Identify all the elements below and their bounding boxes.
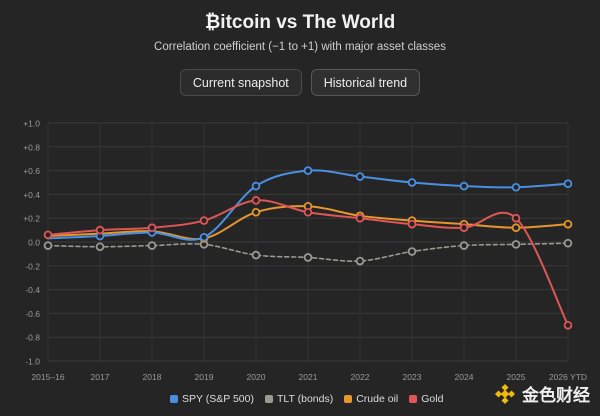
legend-label-spy: SPY (S&P 500) bbox=[182, 393, 254, 405]
data-point-tlt-bonds bbox=[355, 256, 365, 266]
x-tick-label: 2026 YTD bbox=[549, 372, 587, 382]
watermark-text: 金色财经 bbox=[522, 386, 590, 405]
legend-item-crude-oil[interactable]: Crude oil bbox=[344, 393, 398, 405]
y-tick-label: 0.0 bbox=[28, 238, 40, 248]
data-point-gold bbox=[199, 216, 209, 225]
y-tick-label: +0.6 bbox=[23, 166, 40, 176]
data-point-gold bbox=[407, 219, 417, 229]
legend-swatch-gold bbox=[409, 395, 418, 403]
legend-label-tlt: TLT (bonds) bbox=[277, 393, 334, 405]
tab-current-snapshot[interactable]: Current snapshot bbox=[179, 69, 302, 96]
data-point-tlt-bonds bbox=[511, 240, 521, 249]
data-point-gold bbox=[43, 230, 53, 240]
x-tick-label: 2019 bbox=[195, 372, 214, 382]
y-tick-label: +0.4 bbox=[23, 190, 40, 200]
data-point-tlt-bonds bbox=[563, 238, 573, 248]
x-tick-label: 2025 bbox=[507, 372, 526, 382]
data-point-tlt-bonds bbox=[95, 242, 105, 252]
data-point-gold bbox=[563, 320, 573, 330]
x-tick-label: 2022 bbox=[351, 372, 370, 382]
data-point-spy-s-p-500 bbox=[355, 172, 365, 181]
series-line-gold bbox=[47, 199, 569, 327]
y-tick-label: -0.4 bbox=[25, 285, 40, 295]
data-point-spy-s-p-500 bbox=[459, 181, 469, 191]
y-tick-label: -0.8 bbox=[25, 333, 40, 343]
legend-swatch-crude-oil bbox=[344, 395, 353, 403]
view-tabs: Current snapshot Historical trend bbox=[0, 69, 600, 96]
x-tick-label: 2017 bbox=[91, 372, 110, 382]
y-tick-label: +0.2 bbox=[23, 214, 40, 224]
data-point-spy-s-p-500 bbox=[303, 166, 313, 175]
x-tick-label: 2020 bbox=[247, 372, 266, 382]
data-point-spy-s-p-500 bbox=[511, 182, 521, 192]
watermark: 金色财经 bbox=[494, 381, 590, 406]
data-point-tlt-bonds bbox=[407, 247, 417, 256]
y-tick-label: +1.0 bbox=[23, 119, 40, 129]
legend-label-gold: Gold bbox=[421, 393, 444, 405]
legend-swatch-spy bbox=[170, 395, 178, 403]
legend-item-tlt[interactable]: TLT (bonds) bbox=[265, 393, 333, 405]
x-tick-label: 2015–16 bbox=[31, 372, 64, 382]
data-point-crude-oil bbox=[251, 207, 261, 217]
data-point-gold bbox=[147, 223, 157, 233]
tab-historical-trend[interactable]: Historical trend bbox=[310, 69, 421, 96]
data-point-spy-s-p-500 bbox=[407, 178, 417, 187]
data-point-tlt-bonds bbox=[43, 241, 53, 250]
data-point-tlt-bonds bbox=[459, 241, 469, 250]
data-point-spy-s-p-500 bbox=[563, 179, 573, 188]
data-point-tlt-bonds bbox=[251, 250, 261, 260]
x-tick-label: 2023 bbox=[403, 372, 422, 382]
y-tick-label: -0.6 bbox=[25, 309, 40, 319]
data-point-gold bbox=[511, 213, 521, 223]
legend-label-crude-oil: Crude oil bbox=[356, 393, 399, 405]
legend-swatch-tlt bbox=[265, 395, 273, 403]
x-tick-label: 2018 bbox=[143, 372, 162, 382]
chart-legend: SPY (S&P 500) TLT (bonds) Crude oil Gold bbox=[170, 393, 443, 405]
legend-item-gold[interactable]: Gold bbox=[409, 393, 443, 405]
data-point-tlt-bonds bbox=[147, 241, 157, 250]
data-point-gold bbox=[95, 225, 105, 235]
legend-item-spy[interactable]: SPY (S&P 500) bbox=[170, 393, 254, 405]
data-point-gold bbox=[459, 223, 469, 233]
data-point-crude-oil bbox=[511, 223, 521, 233]
data-point-crude-oil bbox=[563, 219, 573, 229]
y-tick-label: +0.8 bbox=[23, 142, 40, 152]
x-tick-label: 2024 bbox=[455, 372, 474, 382]
y-tick-label: -0.2 bbox=[25, 261, 40, 271]
data-point-spy-s-p-500 bbox=[251, 181, 261, 191]
x-tick-label: 2021 bbox=[299, 372, 318, 382]
data-point-gold bbox=[303, 207, 313, 217]
data-point-tlt-bonds bbox=[303, 253, 313, 262]
y-tick-label: -1.0 bbox=[25, 357, 40, 367]
data-point-gold bbox=[251, 196, 261, 205]
chart-subtitle: Correlation coefficient (−1 to +1) with … bbox=[154, 41, 446, 53]
data-point-spy-s-p-500 bbox=[199, 232, 209, 242]
binance-diamond-icon bbox=[494, 383, 516, 404]
data-point-gold bbox=[355, 213, 365, 223]
chart-title: ₿itcoin vs The World bbox=[204, 12, 396, 33]
